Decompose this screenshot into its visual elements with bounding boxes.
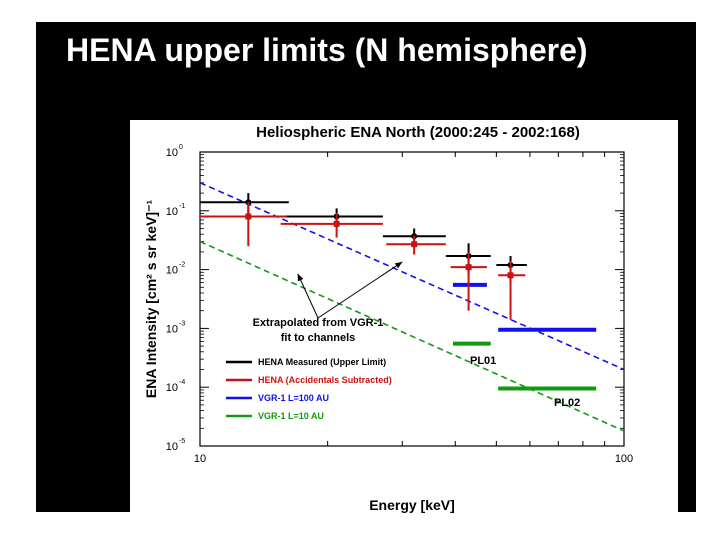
vgr-segments — [452, 282, 597, 391]
data-point — [333, 220, 340, 227]
annotation-extrapolated-line1: Extrapolated from VGR-1 — [253, 317, 384, 329]
annotation-pl01: PL01 — [470, 355, 496, 367]
y-tick-exponent: -3 — [179, 320, 185, 327]
legend: HENA Measured (Upper Limit) HENA (Acciden… — [226, 357, 392, 421]
fit-lines — [199, 182, 625, 432]
legend-label: HENA Measured (Upper Limit) — [258, 357, 386, 367]
y-tick-label: 10 — [166, 382, 178, 394]
annotation-arrow-line — [317, 261, 403, 319]
data-point — [411, 241, 418, 248]
data-point — [465, 264, 472, 271]
y-tick-exponent: -1 — [179, 203, 185, 210]
y-tick-exponent: -2 — [179, 262, 185, 269]
hena-subtracted-point — [386, 235, 446, 255]
chart: Heliospheric ENA North (2000:245 - 2002:… — [143, 124, 633, 513]
annotation-arrow-line — [297, 273, 319, 319]
annotation-extrapolated-line2: fit to channels — [281, 332, 356, 344]
annotation-arrow-head — [394, 261, 403, 269]
x-tick-label: 100 — [615, 453, 633, 465]
hena-measured-point — [496, 256, 527, 283]
y-tick-label: 10 — [166, 323, 178, 335]
y-axis-title: ENA Intensity [cm² s sr keV]⁻¹ — [143, 200, 159, 399]
annotation-pl02: PL02 — [554, 397, 580, 409]
legend-label: VGR-1 L=100 AU — [258, 393, 329, 403]
hena-subtracted-point — [280, 213, 383, 238]
plot-frame — [199, 151, 625, 447]
y-tick-exponent: 0 — [179, 144, 183, 151]
annotation-arrow-head — [297, 273, 304, 282]
data-point — [507, 272, 514, 279]
y-tick-label: 10 — [166, 441, 178, 453]
y-tick-label: 10 — [166, 206, 178, 218]
x-tick-label: 10 — [194, 453, 206, 465]
chart-title: Heliospheric ENA North (2000:245 - 2002:… — [256, 124, 580, 141]
hena-subtracted-point — [498, 261, 526, 320]
chart-panel: Heliospheric ENA North (2000:245 - 2002:… — [130, 120, 678, 518]
data-point — [245, 213, 252, 220]
fit-line — [199, 182, 625, 371]
slide-title: HENA upper limits (N hemisphere) — [66, 32, 588, 68]
hena-measured-point — [200, 193, 289, 217]
data-marks — [200, 193, 527, 320]
legend-label: HENA (Accidentals Subtracted) — [258, 375, 392, 385]
annotations: Extrapolated from VGR-1 fit to channels … — [253, 261, 580, 409]
y-tick-exponent: -5 — [179, 438, 185, 445]
hena-subtracted-point — [200, 202, 287, 247]
slide: HENA upper limits (N hemisphere) Heliosp… — [36, 22, 696, 518]
y-tick-exponent: -4 — [179, 379, 185, 386]
y-tick-label: 10 — [166, 265, 178, 277]
x-axis-title: Energy [keV] — [369, 497, 455, 513]
hena-subtracted-point — [450, 251, 487, 311]
legend-label: VGR-1 L=10 AU — [258, 411, 324, 421]
fit-line — [199, 240, 625, 432]
y-tick-label: 10 — [166, 147, 178, 159]
